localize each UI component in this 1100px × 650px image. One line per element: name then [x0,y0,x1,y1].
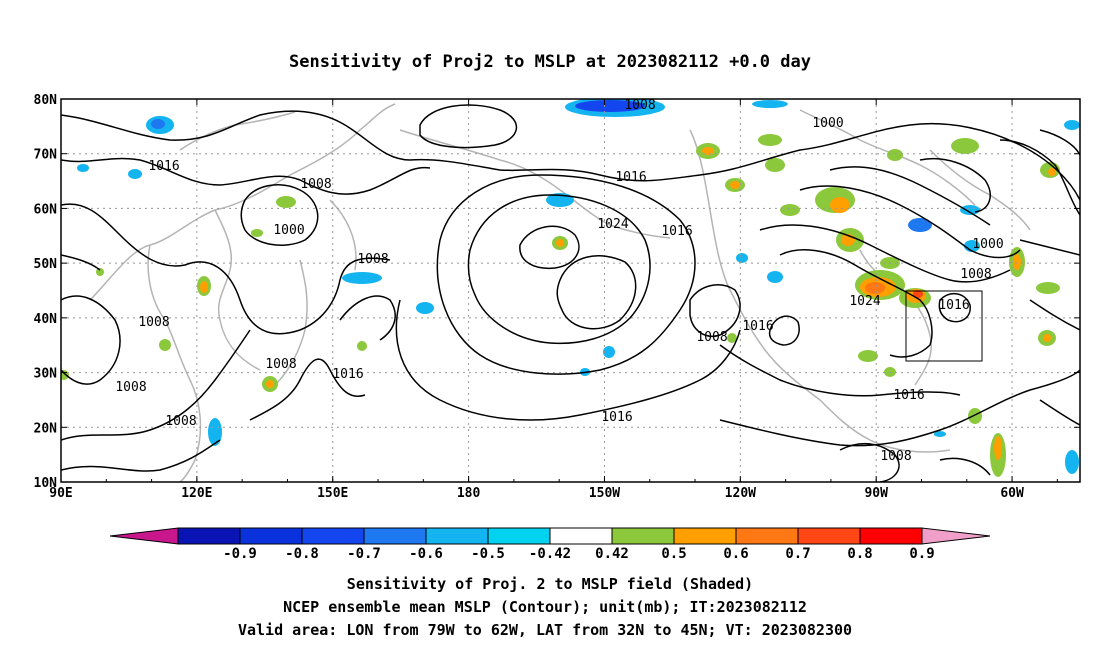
colorbar-swatch [177,527,241,545]
colorbar-swatch [425,527,489,545]
colorbar-swatch [301,527,365,545]
colorbar-label: -0.5 [471,546,505,562]
lon-tick-label: 150E [317,486,348,501]
colorbar-swatch [363,527,427,545]
footer-line-3: Valid area: LON from 79W to 62W, LAT fro… [238,621,852,639]
contour-label: 1024 [849,294,880,309]
contour-label: 1008 [880,449,911,464]
contour-label: 1016 [893,388,924,403]
contour-label: 1008 [624,98,655,113]
contour-labels: 1008 1000 1016 1008 1000 1008 1016 1024 … [115,98,1003,464]
contour-label: 1008 [696,330,727,345]
colorbar-label: 0.8 [847,546,872,562]
colorbar-swatch [487,527,551,545]
colorbar-swatch [239,527,303,545]
colorbar-label: 0.7 [785,546,810,562]
colorbar-swatch [797,527,861,545]
colorbar-label: 0.42 [595,546,629,562]
colorbar-swatch [859,527,923,545]
footer-line-1: Sensitivity of Proj. 2 to MSLP field (Sh… [347,575,753,593]
colorbar-swatch [735,527,799,545]
lon-tick-label: 180 [457,486,481,501]
contour-label: 1008 [300,177,331,192]
contour-label: 1008 [265,357,296,372]
contour-label: 1016 [615,170,646,185]
lon-tick-label: 90W [864,486,888,501]
colorbar-swatch [673,527,737,545]
colorbar-label: -0.9 [223,546,257,562]
colorbar-label: -0.6 [409,546,443,562]
footer-line-2: NCEP ensemble mean MSLP (Contour); unit(… [283,598,807,616]
lat-tick-label: 30N [34,367,58,382]
lon-tick-label: 120E [181,486,212,501]
lon-tick-label: 120W [725,486,756,501]
contour-label: 1016 [742,319,773,334]
lat-tick-label: 50N [34,257,58,272]
contour-label: 1000 [273,223,304,238]
contour-label: 1008 [138,315,169,330]
grid-lines [61,99,1080,482]
contour-label: 1016 [938,298,969,313]
colorbar: -0.9 -0.8 -0.7 -0.6 -0.5 -0.42 0.42 0.5 0.6 0.7 0.… [109,527,991,562]
lat-tick-label: 40N [34,312,58,327]
contour-label: 1000 [972,237,1003,252]
lon-tick-label: 90E [49,486,72,501]
colorbar-label: -0.7 [347,546,381,562]
contour-label: 1008 [115,380,146,395]
sensitivity-shading [61,99,1080,477]
contour-label: 1008 [960,267,991,282]
contour-label: 1000 [812,116,843,131]
colorbar-swatch [611,527,675,545]
lon-tick-label: 60W [1000,486,1024,501]
lat-tick-label: 60N [34,202,58,217]
map-plot-area: 1008 1000 1016 1008 1000 1008 1016 1024 … [34,93,1081,501]
colorbar-label: 0.9 [909,546,934,562]
contour-label: 1008 [357,252,388,267]
contour-label: 1024 [597,217,628,232]
colorbar-label: -0.8 [285,546,319,562]
contour-label: 1016 [148,159,179,174]
colorbar-label: 0.6 [723,546,748,562]
contour-label: 1016 [661,224,692,239]
lat-tick-label: 10N [34,476,58,491]
lat-tick-label: 80N [34,93,58,108]
contour-label: 1016 [601,410,632,425]
colorbar-extend-high [921,527,991,545]
colorbar-extend-low [109,527,179,545]
contour-label: 1016 [332,367,363,382]
lon-tick-label: 150W [589,486,620,501]
contour-label: 1008 [165,414,196,429]
lat-tick-label: 70N [34,148,58,163]
valid-area-box [905,290,983,362]
map-frame [60,98,1081,483]
colorbar-label: -0.42 [529,546,571,562]
map-axes: 10N 20N 30N 40N 50N 60N 70N 80N 90E 120E 150E 180 15… [34,93,1080,501]
chart-title: Sensitivity of Proj2 to MSLP at 20230821… [289,52,811,72]
lat-tick-label: 20N [34,421,58,436]
mslp-contours [61,104,1080,482]
colorbar-swatch [549,527,613,545]
colorbar-label: 0.5 [661,546,686,562]
